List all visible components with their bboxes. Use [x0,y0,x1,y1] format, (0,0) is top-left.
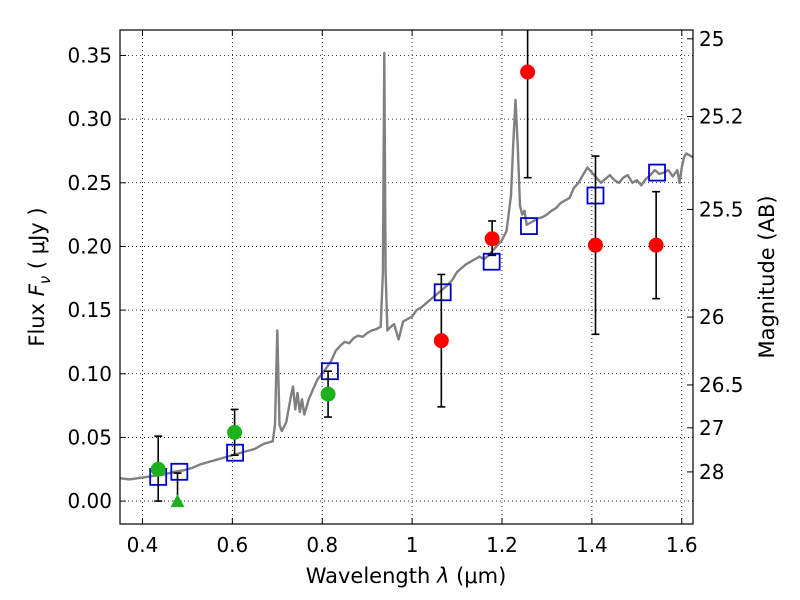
y-tick-label: 0.25 [67,171,112,195]
green-point [150,461,166,477]
model-point [520,217,538,235]
green-point [320,386,336,402]
right-tick-label: 25 [699,27,724,51]
model-point [433,283,452,302]
y-tick-label: 0.10 [67,362,112,386]
x-tick-label: 1.6 [666,533,698,557]
y-tick-label: 0.00 [67,489,112,513]
clipped-marks [120,30,693,508]
green-upper-limit-point [170,494,185,508]
green-point [227,424,243,440]
y-axis-label: Flux Fν ( μJy ) [25,207,54,346]
y-tick-label: 0.05 [67,425,112,449]
right-tick-label: 26.5 [699,373,744,397]
right-axis-label: Magnitude (AB) [755,195,779,358]
x-tick-label: 0.4 [127,533,159,557]
axis-ticks [120,30,693,524]
red-point [520,64,536,80]
y-tick-label: 0.35 [67,43,112,67]
red-point [587,237,603,253]
x-tick-label: 1.2 [486,533,518,557]
model-point [648,163,666,182]
right-tick-label: 26 [699,305,724,329]
grid-lines [120,30,693,524]
x-tick-label: 0.8 [306,533,338,557]
x-tick-label: 1 [406,533,419,557]
right-tick-label: 27 [699,416,724,440]
x-tick-label: 0.6 [216,533,248,557]
red-point [648,237,664,253]
tick-labels: 0.4 0.6 0.8 1 1.2 1.4 1.6 0.00 0.05 0.10 0.15 0.20 0… [67,27,743,557]
model-point [320,362,339,381]
plot-area [120,30,693,508]
template-sed-line [120,51,693,481]
model-point [170,462,189,481]
red-point [484,231,500,247]
x-tick-label: 1.4 [576,533,608,557]
x-axis-label: Wavelength λ (μm) [306,564,507,588]
axes-frame [119,29,694,525]
right-tick-label: 25.5 [699,197,744,221]
right-tick-label: 25.2 [699,105,744,129]
y-tick-label: 0.15 [67,298,112,322]
y-tick-label: 0.20 [67,234,112,258]
right-tick-label: 28 [699,460,724,484]
red-point [433,333,449,349]
y-tick-label: 0.30 [67,107,112,131]
